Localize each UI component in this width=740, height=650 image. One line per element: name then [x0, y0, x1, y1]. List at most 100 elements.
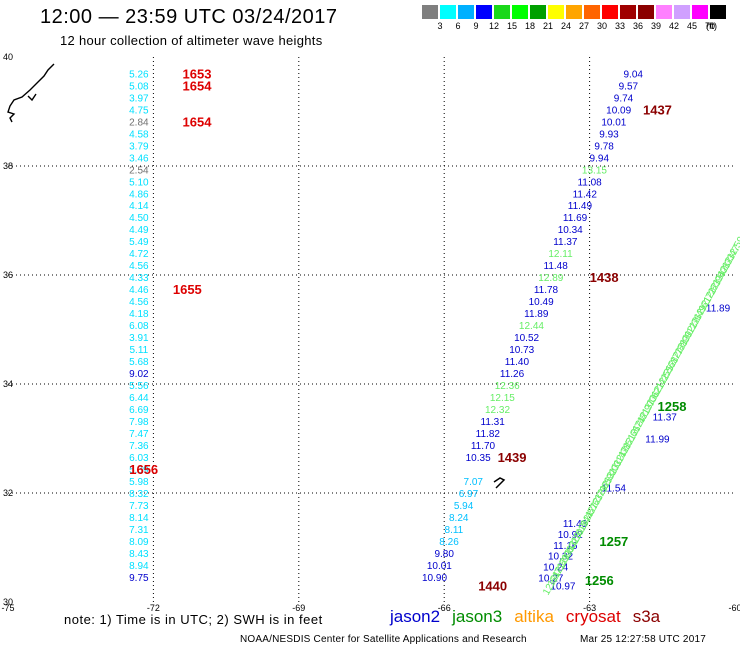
data-point-label: 3.46	[129, 153, 149, 164]
color-swatch	[620, 5, 636, 19]
track-time-label: 1258	[658, 399, 687, 414]
data-point-label: 4.46	[129, 285, 149, 296]
data-point-label: 4.56	[129, 261, 149, 272]
data-point-label: 9.93	[599, 129, 619, 140]
data-point-label: 11.26	[500, 369, 525, 380]
color-swatch	[494, 5, 510, 19]
track-time-label: 1438	[590, 270, 619, 285]
legend-item-altika: altika	[514, 607, 554, 626]
track-time-label: 1654	[183, 114, 213, 129]
data-point-label: 8.94	[129, 561, 149, 572]
color-scale-label: 33	[614, 21, 625, 31]
y-tick-label: 30	[3, 597, 13, 607]
color-swatch	[476, 5, 492, 19]
data-point-label: 10.09	[606, 105, 631, 116]
data-point-label: 10.34	[558, 225, 583, 236]
data-point-label: 12.36	[495, 381, 520, 392]
data-point-label: 10.35	[466, 453, 491, 464]
color-scale-unit: (ft)	[706, 21, 717, 31]
data-point-label: 4.14	[129, 201, 149, 212]
data-point-label: 9.02	[129, 369, 149, 380]
data-point-label: 9.75	[129, 573, 149, 584]
data-point-label: 7.07	[464, 477, 484, 488]
color-swatch	[512, 5, 528, 19]
data-point-label: 10.32	[548, 552, 573, 563]
color-scale-label: 15	[506, 21, 517, 31]
x-tick-label: -63	[583, 603, 596, 613]
data-point-label: 4.33	[129, 273, 149, 284]
data-point-label: 5.94	[454, 501, 474, 512]
color-scale-label: 39	[650, 21, 661, 31]
legend-item-jason3: jason3	[452, 607, 503, 626]
color-swatch	[440, 5, 456, 19]
island-shape	[493, 477, 506, 489]
data-point-label: 10.92	[558, 530, 583, 541]
coastline-shape	[7, 63, 55, 123]
data-point-label: 7.36	[129, 441, 149, 452]
data-point-label: 6.97	[459, 489, 479, 500]
data-point-label: 11.89	[524, 309, 549, 320]
data-point-label: 11.37	[553, 237, 578, 248]
y-tick-label: 32	[3, 488, 13, 498]
data-point-label: 7.47	[129, 429, 149, 440]
data-point-label: 3.79	[129, 141, 149, 152]
color-swatch	[638, 5, 654, 19]
color-swatch	[674, 5, 690, 19]
data-point-label: 7.31	[129, 525, 149, 536]
color-swatch	[710, 5, 726, 19]
data-point-label: 12.32	[485, 405, 510, 416]
data-point-label: 11.31	[481, 417, 506, 428]
data-point-label: 4.49	[129, 225, 149, 236]
color-swatch	[692, 5, 708, 19]
data-point-label: 10.49	[529, 297, 554, 308]
s3a-point-label: 12.59	[725, 235, 740, 263]
data-point-label: 11.70	[471, 441, 496, 452]
data-point-label: 12.15	[490, 393, 515, 404]
data-point-label: 5.26	[129, 69, 149, 80]
track-time-label: 1440	[478, 579, 507, 594]
data-point-label: 5.10	[129, 177, 149, 188]
data-point-label: 12.44	[519, 321, 544, 332]
data-point-label: 10.01	[601, 117, 626, 128]
color-scale-label: 27	[578, 21, 589, 31]
chart-subtitle: 12 hour collection of altimeter wave hei…	[60, 33, 323, 48]
data-point-label: 13.15	[582, 165, 607, 176]
data-point-label: 11.78	[534, 285, 559, 296]
data-point-label: 5.11	[129, 345, 148, 356]
x-tick-label: -69	[292, 603, 305, 613]
x-tick-label: -66	[438, 603, 451, 613]
color-scale-label: 6	[455, 21, 461, 31]
data-point-label: 11.37	[653, 413, 678, 424]
data-point-label: 5.56	[129, 381, 149, 392]
data-point-label: 8.24	[449, 513, 469, 524]
data-point-label: 11.82	[476, 429, 501, 440]
data-point-label: 4.86	[129, 189, 149, 200]
data-point-label: 10.97	[550, 582, 575, 593]
color-scale-label: 36	[632, 21, 643, 31]
color-swatch	[458, 5, 474, 19]
track-time-label: 1439	[498, 450, 527, 465]
data-point-label: 11.08	[577, 177, 602, 188]
data-point-label: 4.56	[129, 297, 149, 308]
track-time-label: 1256	[585, 573, 614, 588]
x-tick-label: -75	[1, 603, 14, 613]
data-point-label: 8.14	[129, 513, 149, 524]
legend-item-jason2: jason2	[390, 607, 441, 626]
credit-line: NOAA/NESDIS Center for Satellite Applica…	[240, 634, 527, 645]
data-point-label: 10.52	[514, 333, 539, 344]
color-scale-label: 45	[686, 21, 697, 31]
color-scale-label: 21	[542, 21, 553, 31]
data-point-label: 3.91	[129, 333, 149, 344]
data-point-label: 4.18	[129, 309, 149, 320]
data-point-label: 6.69	[129, 405, 149, 416]
y-tick-label: 36	[3, 270, 13, 280]
track-time-label: 1653	[183, 66, 212, 81]
data-point-label: 10.90	[422, 573, 447, 584]
data-point-label: 6.08	[129, 321, 149, 332]
data-point-label: 10.24	[543, 563, 568, 574]
track-time-label: 1656	[129, 462, 158, 477]
track-time-label: 1257	[599, 534, 628, 549]
data-point-label: 10.01	[427, 561, 452, 572]
data-point-label: 11.16	[553, 541, 578, 552]
